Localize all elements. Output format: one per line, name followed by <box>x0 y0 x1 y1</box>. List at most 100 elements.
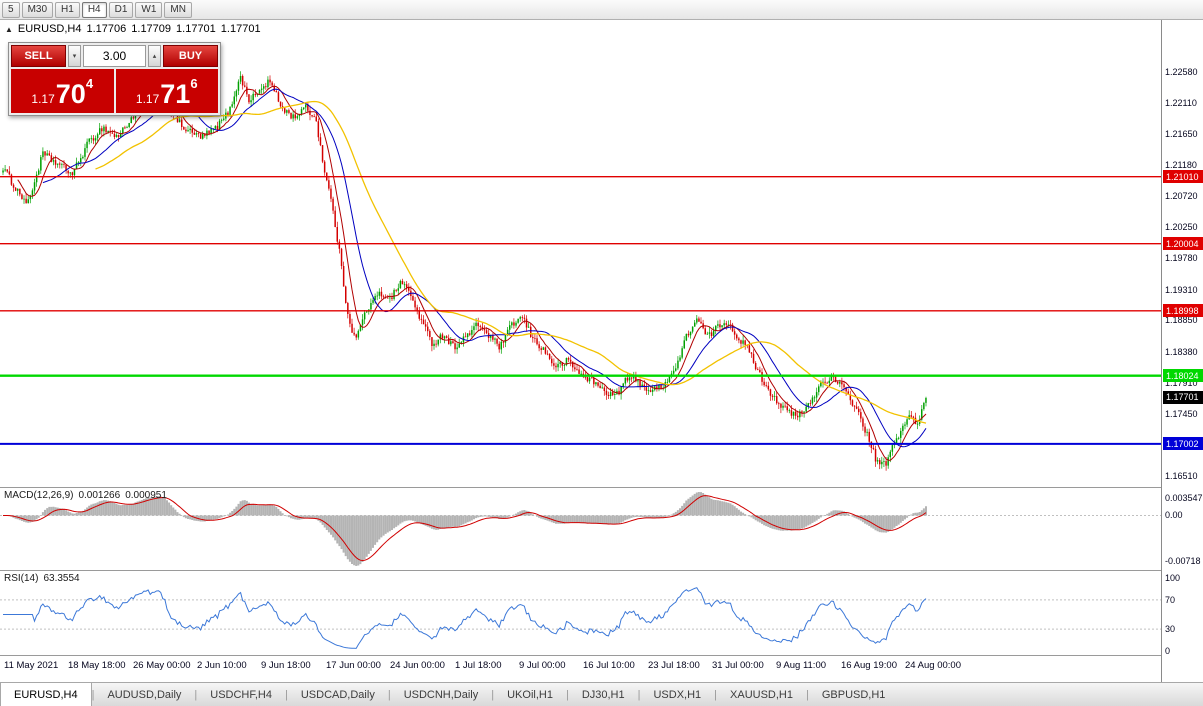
tab-divider: | <box>91 688 95 701</box>
price-axis[interactable]: 1.22580 1.22110 1.21650 1.21180 1.20720 1.202… <box>1161 20 1203 682</box>
sell-price-base: 1.17 <box>31 92 55 106</box>
timeframe-button-h1[interactable]: H1 <box>55 1 80 18</box>
chart-tab-usdcnh[interactable]: USDCNH,Daily <box>403 688 479 701</box>
chart-tab-eurusd[interactable]: EURUSD,H4 <box>0 683 92 706</box>
volume-input[interactable]: 3.00 <box>83 45 146 67</box>
timeframe-button-m30[interactable]: M30 <box>21 1 54 18</box>
price-axis-tick: 1.18380 <box>1165 346 1198 357</box>
macd-indicator-label: MACD(12,26,9) 0.001266 0.000951 <box>4 490 172 501</box>
rsi-name: RSI(14) <box>4 573 39 584</box>
tab-divider: | <box>491 688 495 701</box>
tab-divider: | <box>194 688 198 701</box>
price-line-tag-1.18998: 1.18998 <box>1163 304 1203 318</box>
rsi-axis-tick: 70 <box>1165 594 1176 605</box>
macd-axis-tick: 0.00 <box>1165 510 1183 520</box>
buy-price-display[interactable]: 1.17 71 6 <box>115 69 218 113</box>
time-axis-label: 17 Jun 00:00 <box>326 660 381 671</box>
price-axis-tick: 1.18850 <box>1165 315 1198 326</box>
timeframe-button-5[interactable]: 5 <box>2 1 20 18</box>
tab-divider: | <box>714 688 718 701</box>
price-axis-tick: 1.16510 <box>1165 471 1198 482</box>
macd-panel-canvas[interactable] <box>0 488 1161 570</box>
macd-signal-line <box>3 495 927 562</box>
sell-button[interactable]: SELL <box>11 45 66 67</box>
rsi-axis-tick: 100 <box>1165 572 1181 583</box>
chart-tab-dj30[interactable]: DJ30,H1 <box>581 688 625 701</box>
quote-close: 1.17701 <box>220 23 261 35</box>
timeframe-button-w1[interactable]: W1 <box>135 1 163 18</box>
chart-tab-usdcad[interactable]: USDCAD,Daily <box>300 688 375 701</box>
quote-low: 1.17701 <box>176 23 216 35</box>
time-axis-label: 11 May 2021 <box>4 660 59 671</box>
price-line-tag-1.21010: 1.21010 <box>1163 170 1203 184</box>
quote-open: 1.17706 <box>86 23 127 35</box>
macd-histogram <box>4 492 927 566</box>
sell-price-pips: 70 <box>55 79 86 109</box>
time-axis-label: 16 Aug 19:00 <box>841 660 897 671</box>
quote-high: 1.17709 <box>131 23 172 35</box>
macd-panel-separator[interactable] <box>0 487 1203 488</box>
price-axis-tick: 1.19780 <box>1165 253 1198 264</box>
price-axis-tick: 1.17450 <box>1165 408 1198 419</box>
time-axis-label: 9 Jun 18:00 <box>261 660 311 671</box>
price-axis-tick: 1.20720 <box>1165 190 1198 201</box>
one-click-trading-panel: SELL ▾ 3.00 ▴ BUY 1.17 70 4 1.17 71 6 <box>8 42 221 116</box>
price-axis-tick: 1.21180 <box>1165 159 1197 170</box>
buy-price-point: 6 <box>190 76 198 91</box>
time-axis-label: 23 Jul 18:00 <box>648 660 700 671</box>
one-click-panel-toggle-icon[interactable]: ▲ <box>5 24 13 34</box>
quote-header: ▲ EURUSD,H4 1.17706 1.17709 1.17701 1.17… <box>5 23 261 35</box>
rsi-axis-tick: 30 <box>1165 623 1176 634</box>
rsi-panel-canvas[interactable] <box>0 571 1161 655</box>
time-axis-label: 31 Jul 00:00 <box>712 660 764 671</box>
timeframe-button-h4[interactable]: H4 <box>81 1 107 18</box>
macd-main-value: 0.001266 <box>78 490 121 501</box>
price-axis-tick: 1.19310 <box>1165 284 1198 295</box>
chart-tab-bar: EURUSD,H4 | AUDUSD,Daily | USDCHF,H4 | USDCAD,… <box>0 682 1203 706</box>
time-axis-label: 24 Jun 00:00 <box>390 660 445 671</box>
rsi-line <box>3 587 927 649</box>
price-axis-tick: 1.17910 <box>1165 377 1198 388</box>
macd-axis-tick: -0.00718 <box>1165 555 1201 566</box>
buy-price-pips: 71 <box>160 79 191 109</box>
chart-tab-audusd[interactable]: AUDUSD,Daily <box>107 688 182 701</box>
current-price-tag: 1.17701 <box>1163 390 1203 404</box>
chart-tab-ukoil[interactable]: UKOil,H1 <box>507 688 553 701</box>
time-axis-label: 2 Jun 10:00 <box>197 660 247 671</box>
tab-divider: | <box>637 688 641 701</box>
chart-tab-xauusd[interactable]: XAUUSD,H1 <box>730 688 793 701</box>
time-axis-label: 9 Jul 00:00 <box>519 660 566 671</box>
tab-divider: | <box>565 688 569 701</box>
moving-average-20 <box>42 88 927 448</box>
macd-name: MACD(12,26,9) <box>4 490 74 501</box>
moving-average-8 <box>17 85 927 461</box>
tab-divider: | <box>805 688 809 701</box>
time-axis-separator <box>0 655 1203 656</box>
chart-tab-usdx[interactable]: USDX,H1 <box>653 688 702 701</box>
timeframe-button-d1[interactable]: D1 <box>108 1 134 18</box>
timeframe-button-mn[interactable]: MN <box>164 1 192 18</box>
time-axis-label: 18 May 18:00 <box>68 660 126 671</box>
time-axis-label: 9 Aug 11:00 <box>776 660 827 671</box>
time-axis-label: 26 May 00:00 <box>133 660 191 671</box>
chart-tab-usdchf[interactable]: USDCHF,H4 <box>210 688 272 701</box>
timeframe-bar: 5 M30 H1 H4 D1 W1 MN <box>0 0 1203 20</box>
buy-button[interactable]: BUY <box>163 45 218 67</box>
macd-signal-value: 0.000951 <box>125 490 167 501</box>
time-axis-label: 1 Jul 18:00 <box>455 660 502 671</box>
rsi-panel-separator[interactable] <box>0 570 1203 571</box>
sell-price-display[interactable]: 1.17 70 4 <box>11 69 114 113</box>
rsi-axis-tick: 0 <box>1165 645 1171 656</box>
price-line-tag-1.17002: 1.17002 <box>1163 437 1203 451</box>
price-axis-tick: 1.21650 <box>1165 128 1198 139</box>
price-axis-tick: 1.22110 <box>1165 97 1197 108</box>
volume-increase-button[interactable]: ▴ <box>148 45 161 67</box>
time-axis-label: 24 Aug 00:00 <box>905 660 961 671</box>
volume-decrease-button[interactable]: ▾ <box>68 45 81 67</box>
price-axis-tick: 1.22580 <box>1165 66 1198 77</box>
time-axis[interactable]: 11 May 2021 18 May 18:00 26 May 00:00 2 Jun… <box>0 656 1161 682</box>
sell-price-point: 4 <box>85 76 94 91</box>
chart-tab-gbpusd[interactable]: GBPUSD,H1 <box>821 688 886 701</box>
moving-average-45 <box>95 100 927 424</box>
